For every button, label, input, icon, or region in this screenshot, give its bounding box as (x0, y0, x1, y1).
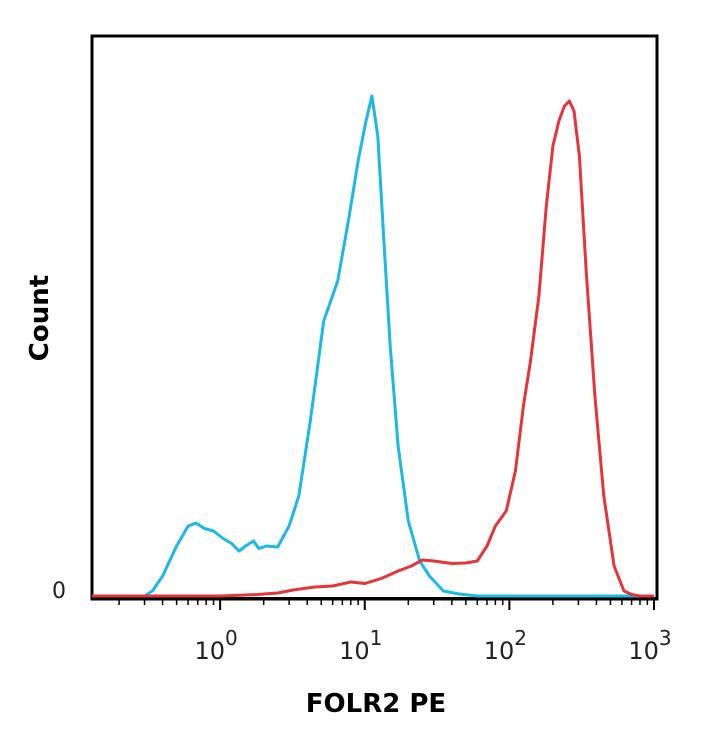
x-tick-base: 10 (339, 637, 370, 665)
x-tick-label: 100 (195, 626, 238, 665)
x-tick-base: 10 (628, 637, 659, 665)
y-axis-title: Count (25, 275, 55, 361)
x-tick-label: 102 (484, 626, 527, 665)
x-tick-exponent: 1 (370, 626, 383, 650)
x-tick-label: 101 (339, 626, 382, 665)
x-tick-exponent: 0 (225, 626, 238, 650)
x-tick-label: 103 (628, 626, 671, 665)
series-layer (92, 94, 654, 598)
x-tick-exponent: 2 (514, 626, 527, 650)
x-tick-exponent: 3 (659, 626, 672, 650)
x-tick-base: 10 (195, 637, 226, 665)
x-tick-base: 10 (484, 637, 515, 665)
series-line-1 (92, 94, 654, 598)
y-tick-label: 0 (52, 579, 66, 604)
series-line-2 (92, 99, 654, 598)
x-axis-title: FOLR2 PE (306, 689, 446, 719)
x-axis-ticks (92, 597, 657, 610)
